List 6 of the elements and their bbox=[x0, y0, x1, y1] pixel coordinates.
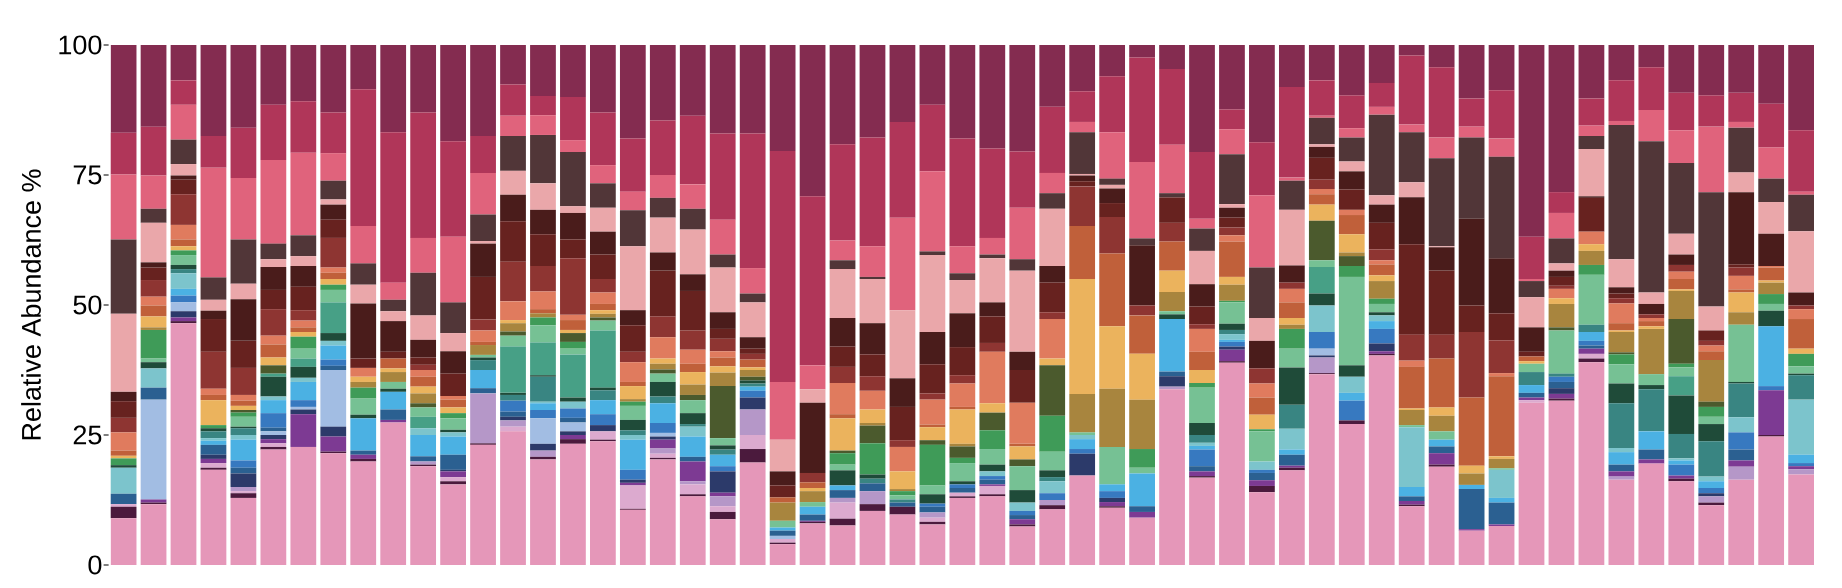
y-tick-label: 50 bbox=[73, 295, 102, 315]
y-tick-label: 25 bbox=[73, 425, 102, 445]
y-axis-title: Relative Abundance % bbox=[21, 169, 41, 440]
y-tick-label: 0 bbox=[88, 555, 102, 575]
y-tick-label: 100 bbox=[59, 35, 102, 55]
y-tick-label: 75 bbox=[73, 165, 102, 185]
